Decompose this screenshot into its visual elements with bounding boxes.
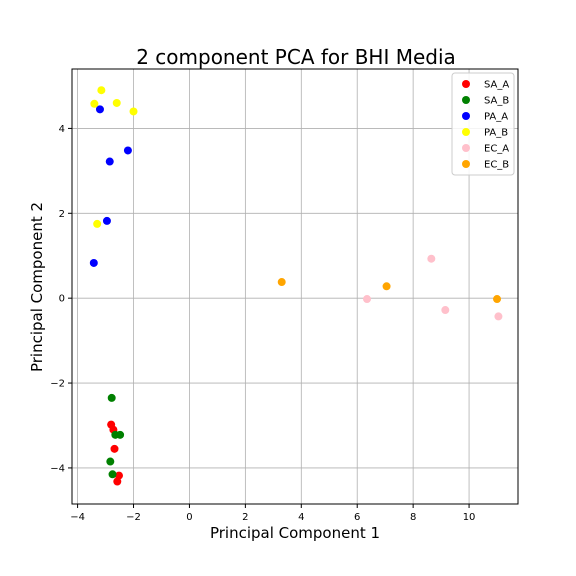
point-pa-b — [90, 99, 99, 108]
legend-marker — [462, 80, 470, 88]
legend-label: PA_A — [484, 112, 508, 123]
y-tick-label: −2 — [50, 379, 65, 390]
legend-label: SA_A — [484, 80, 509, 91]
point-pa-b — [112, 98, 121, 107]
legend-label: EC_B — [484, 160, 509, 171]
x-tick-label: 2 — [242, 512, 248, 523]
legend-marker — [462, 144, 470, 152]
point-ec-a — [363, 295, 372, 304]
point-pa-a — [95, 105, 104, 114]
legend-marker — [462, 96, 470, 104]
point-pa-a — [105, 157, 114, 166]
x-tick-label: −4 — [70, 512, 85, 523]
y-tick-label: −4 — [50, 463, 65, 474]
axis-ticks: −4 −2 0 2 4 6 8 10 −4 −2 0 2 4 — [50, 124, 475, 523]
x-tick-label: 6 — [354, 512, 360, 523]
point-ec-a — [441, 306, 450, 315]
y-tick-label: 0 — [59, 294, 65, 305]
y-axis-label: Principal Component 2 — [28, 202, 46, 372]
point-pa-a — [123, 146, 132, 155]
point-ec-a — [427, 254, 436, 263]
chart-title: 2 component PCA for BHI Media — [136, 45, 456, 69]
point-ec-b — [493, 295, 502, 304]
y-tick-label: 2 — [59, 209, 65, 220]
x-tick-label: 8 — [410, 512, 416, 523]
point-ec-a — [494, 312, 503, 321]
x-tick-label: 0 — [186, 512, 192, 523]
point-sa-b — [107, 393, 116, 402]
data-points — [89, 86, 503, 486]
point-pa-b — [93, 219, 102, 228]
point-sa-a — [113, 477, 122, 486]
x-axis-label: Principal Component 1 — [210, 524, 380, 542]
x-tick-label: −2 — [126, 512, 141, 523]
point-pa-b — [129, 107, 138, 116]
legend: SA_A SA_B PA_A PA_B EC_A EC_B — [451, 72, 515, 176]
point-ec-b — [382, 282, 391, 291]
x-tick-label: 10 — [463, 512, 476, 523]
y-tick-label: 4 — [59, 124, 65, 135]
legend-marker — [462, 112, 470, 120]
point-ec-b — [277, 278, 286, 287]
point-sa-b — [106, 457, 115, 466]
legend-label: PA_B — [484, 128, 508, 139]
plot-frame — [71, 68, 519, 505]
point-sa-b — [116, 430, 125, 439]
point-sa-a — [110, 444, 119, 453]
point-sa-b — [108, 470, 117, 479]
x-tick-label: 4 — [298, 512, 304, 523]
point-pa-a — [102, 216, 111, 225]
point-pa-a — [89, 258, 98, 267]
point-pa-b — [97, 86, 106, 95]
legend-marker — [462, 128, 470, 136]
legend-label: SA_B — [484, 96, 509, 107]
legend-marker — [462, 160, 470, 168]
legend-label: EC_A — [484, 144, 509, 155]
